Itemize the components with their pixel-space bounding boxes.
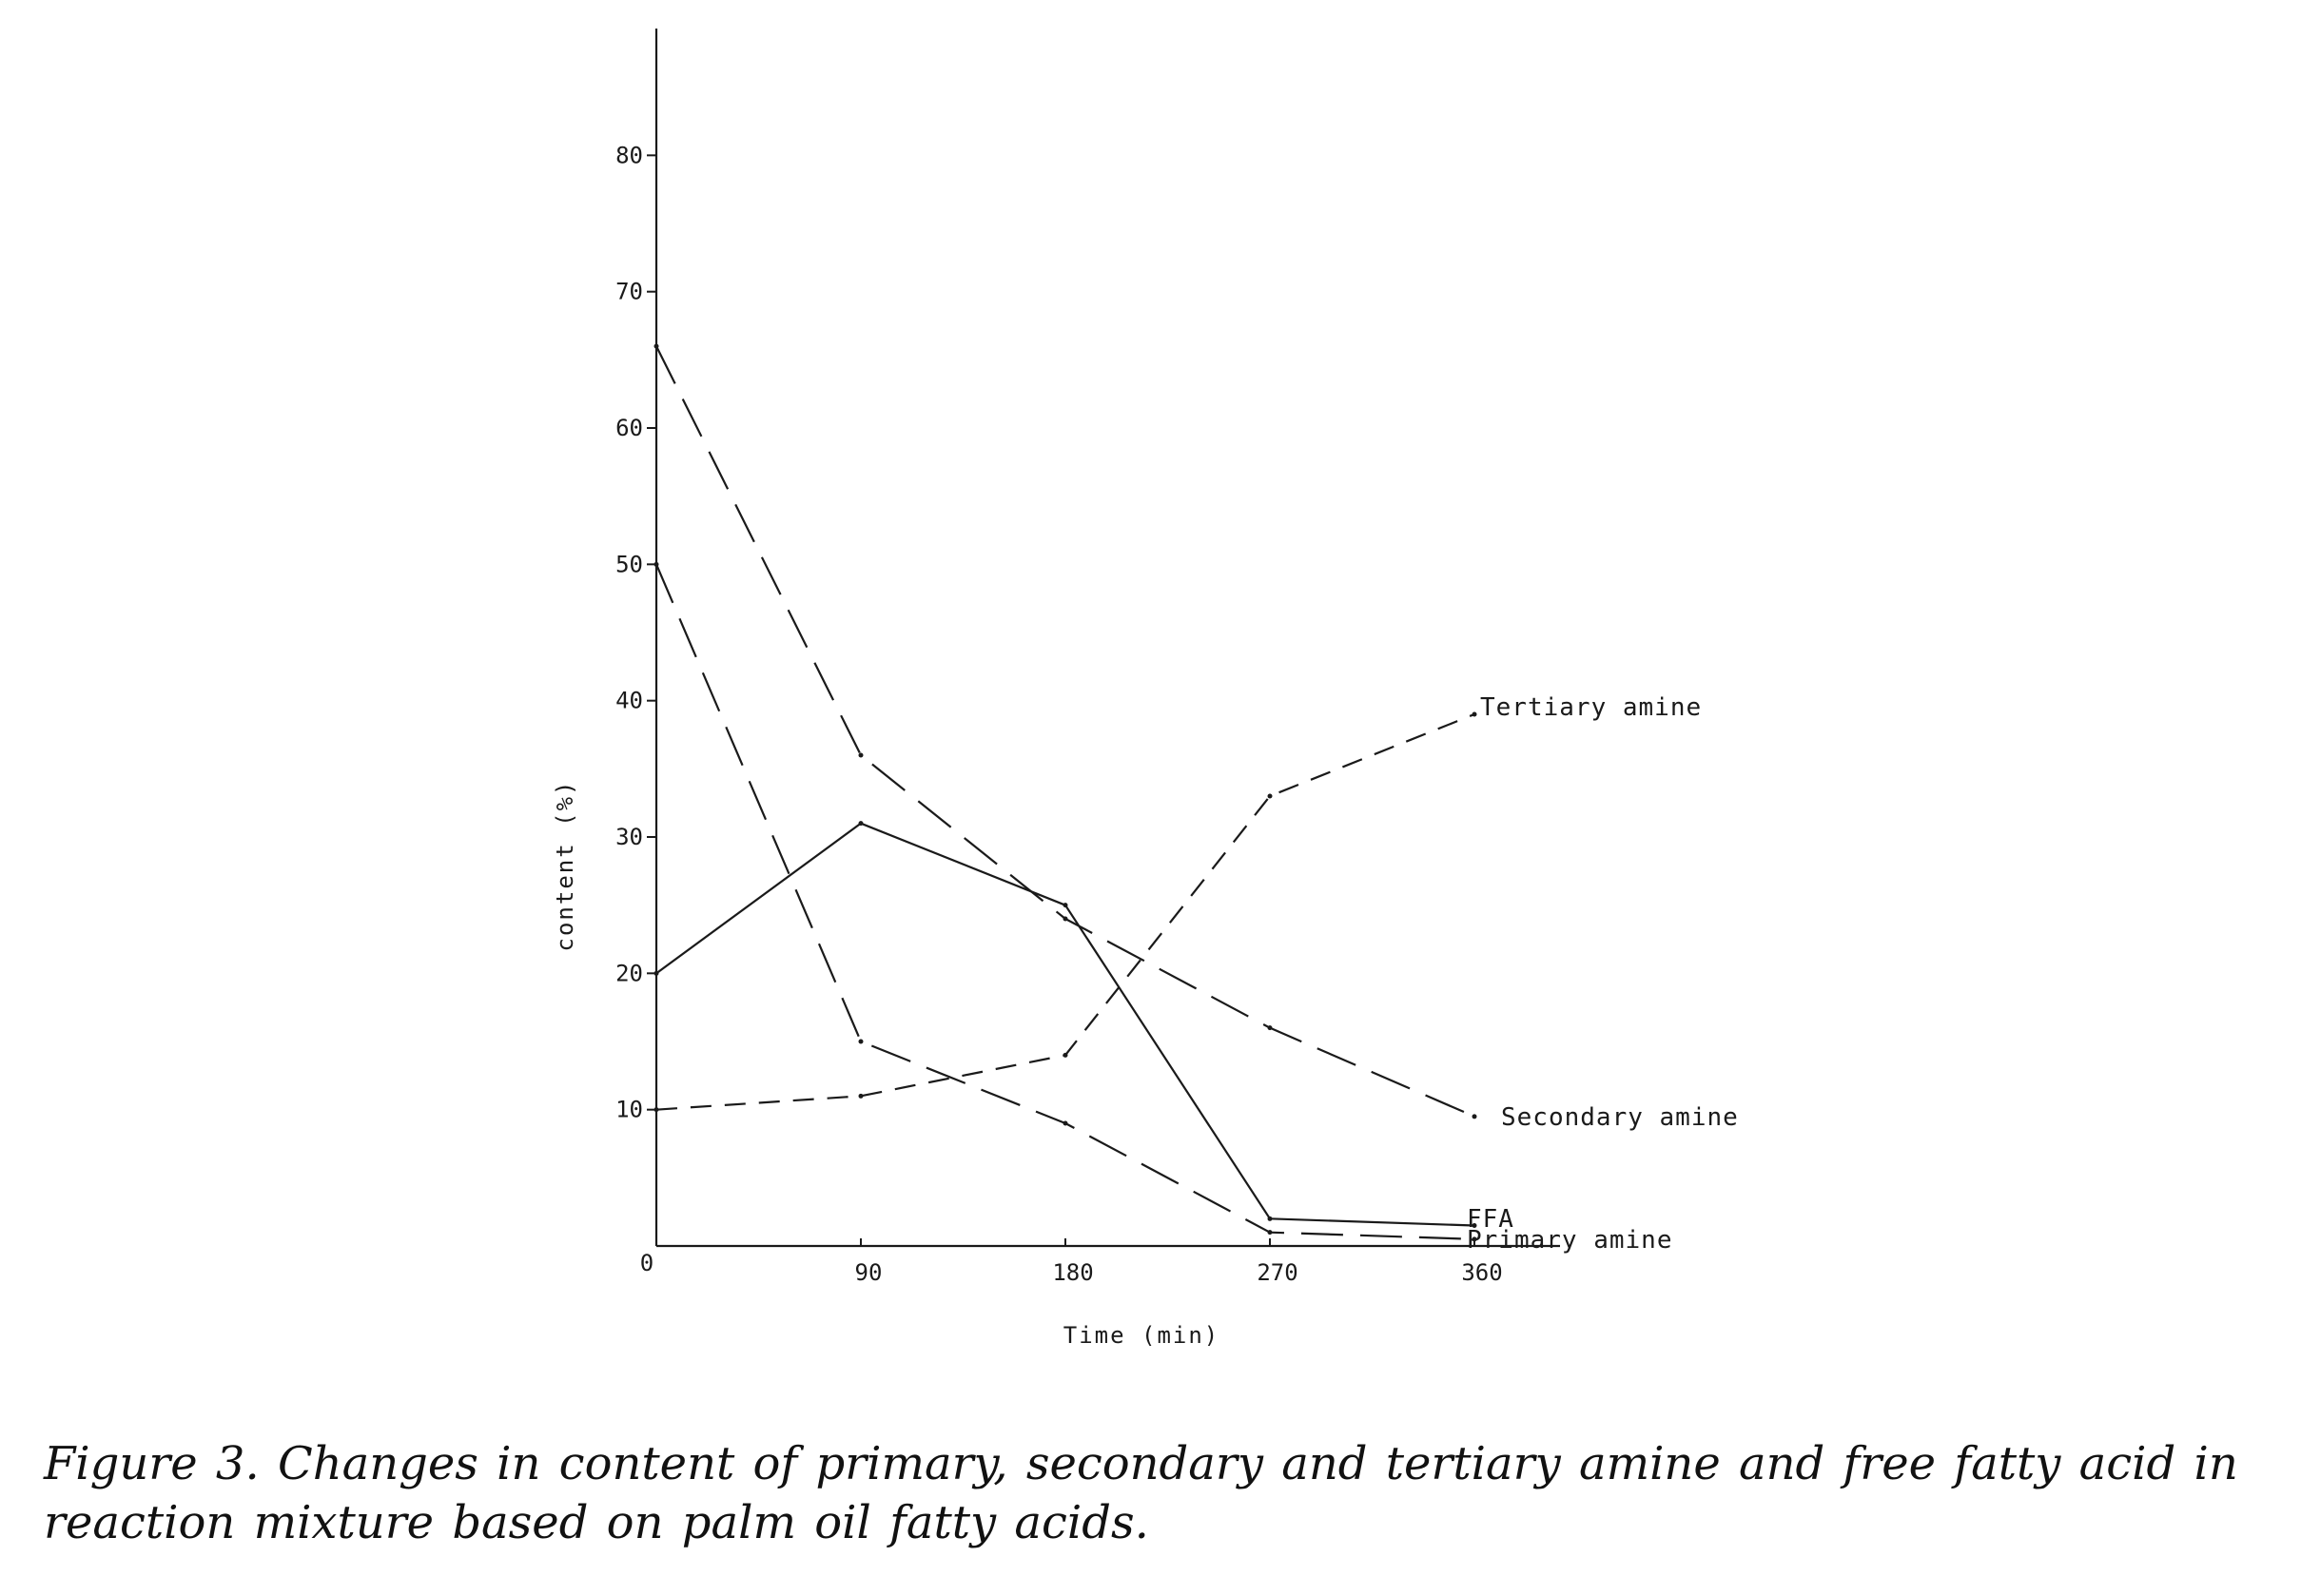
x-tick-label: 270	[1257, 1259, 1297, 1286]
data-point	[858, 1093, 864, 1099]
y-tick-label: 40	[615, 688, 643, 714]
y-tick-label: 70	[615, 279, 643, 305]
series-line	[655, 345, 1475, 1118]
y-tick-label: 80	[615, 142, 643, 168]
data-point	[1472, 711, 1477, 717]
data-point	[1267, 1216, 1273, 1221]
data-point	[1063, 1120, 1068, 1126]
series-label: Tertiary amine	[1480, 693, 1702, 722]
series-line	[655, 712, 1475, 1111]
data-point	[1063, 916, 1068, 922]
data-point	[653, 970, 659, 976]
y-tick-label: 50	[615, 551, 643, 577]
x-tick-label: 180	[1052, 1259, 1093, 1286]
data-point	[653, 343, 659, 349]
series-label: Secondary amine	[1501, 1103, 1739, 1132]
data-point	[1267, 793, 1273, 799]
y-axis-title: content (%)	[552, 780, 578, 952]
series-label: FFA	[1467, 1205, 1514, 1234]
x-tick-label: 0	[640, 1250, 653, 1276]
y-tick-label: 30	[615, 824, 643, 850]
series-line	[655, 822, 1475, 1227]
data-point	[858, 1039, 864, 1044]
data-point	[1063, 903, 1068, 908]
data-point	[1267, 1230, 1273, 1236]
ticks: 0 90 180 270 360 10 20 30 40 50 60 70 80	[615, 142, 1503, 1286]
data-point	[1472, 1114, 1477, 1119]
series-line	[654, 563, 1475, 1240]
data-point	[858, 821, 864, 827]
x-tick-label: 360	[1461, 1259, 1502, 1286]
y-tick-label: 60	[615, 415, 643, 441]
data-point	[1063, 1052, 1068, 1058]
data-point	[653, 1107, 659, 1113]
data-point	[1472, 1236, 1477, 1242]
axes	[654, 29, 1560, 1248]
y-tick-label: 10	[615, 1097, 643, 1123]
data-point	[1472, 1223, 1477, 1228]
data-point	[858, 752, 864, 758]
series-labels: Tertiary amine Secondary amine FFAPrimary …	[1467, 693, 1739, 1255]
series-label: Primary amine	[1467, 1226, 1673, 1255]
data-point	[653, 561, 659, 567]
series-lines	[653, 343, 1477, 1242]
x-tick-label: 90	[855, 1259, 883, 1286]
x-axis-title: Time (min)	[1063, 1322, 1220, 1349]
y-tick-label: 20	[615, 960, 643, 986]
data-point	[1267, 1025, 1273, 1031]
figure-caption: Figure 3. Changes in content of primary,…	[44, 1437, 2238, 1549]
